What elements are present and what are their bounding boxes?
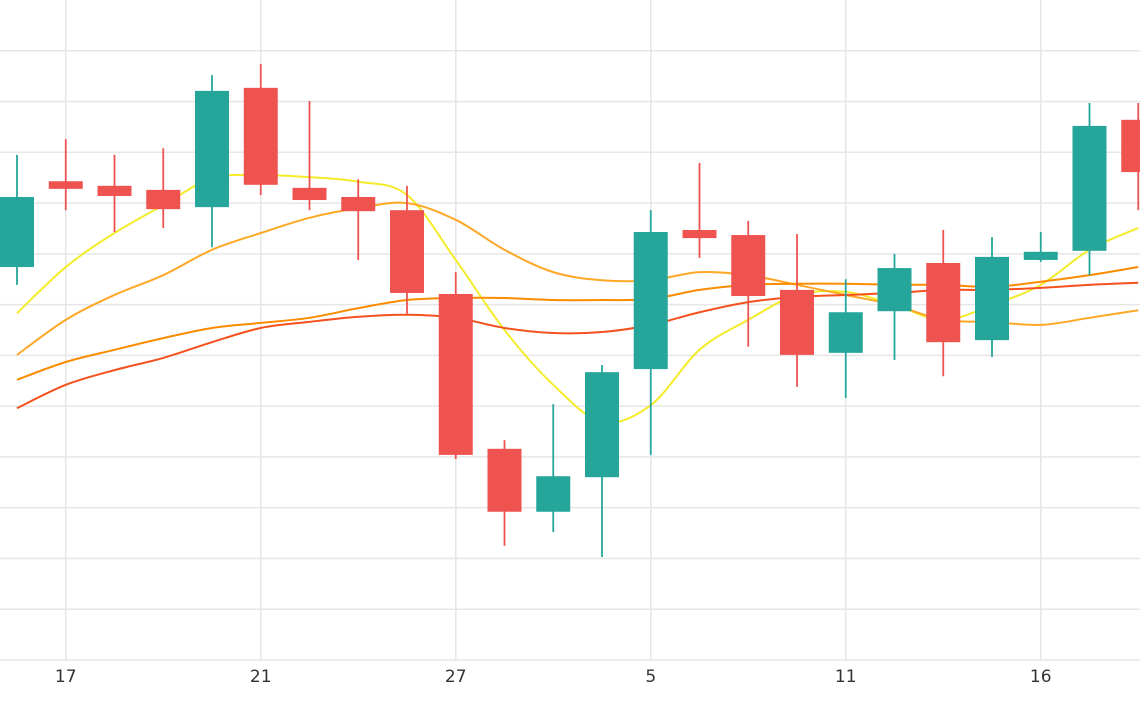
candle-body (146, 189, 181, 210)
candle-body (877, 268, 912, 312)
x-tick-label: 21 (250, 667, 272, 687)
moving-average-line (16, 173, 1139, 424)
candle-body (828, 312, 863, 353)
candle-body (1023, 251, 1058, 260)
candle-body (536, 476, 571, 512)
candle-body (195, 90, 229, 208)
x-tick-label: 11 (835, 667, 857, 687)
candle-body (633, 232, 668, 370)
candle-body (341, 196, 376, 212)
candle-body (682, 229, 717, 239)
candle-body (585, 372, 619, 478)
x-tick-label: 16 (1030, 667, 1052, 687)
candle-body (487, 448, 522, 512)
candle-body (48, 181, 83, 189)
candle-body (975, 256, 1009, 341)
x-tick-label: 17 (55, 667, 77, 687)
candle-body (390, 210, 424, 293)
candle-body (292, 187, 327, 201)
candle-body (243, 87, 278, 185)
candle-body (0, 196, 34, 268)
moving-average-line (16, 266, 1139, 381)
candle-body (926, 262, 961, 343)
moving-average-line (16, 201, 1139, 356)
moving-average-line (16, 281, 1139, 410)
candle-body (731, 235, 766, 296)
candle-body (438, 293, 473, 455)
candle-body (97, 185, 132, 196)
x-tick-label: 27 (445, 667, 467, 687)
candle-body (1121, 119, 1140, 173)
x-tick-label: 5 (645, 667, 656, 687)
candle-body (780, 289, 814, 355)
candle-body (1072, 125, 1107, 251)
